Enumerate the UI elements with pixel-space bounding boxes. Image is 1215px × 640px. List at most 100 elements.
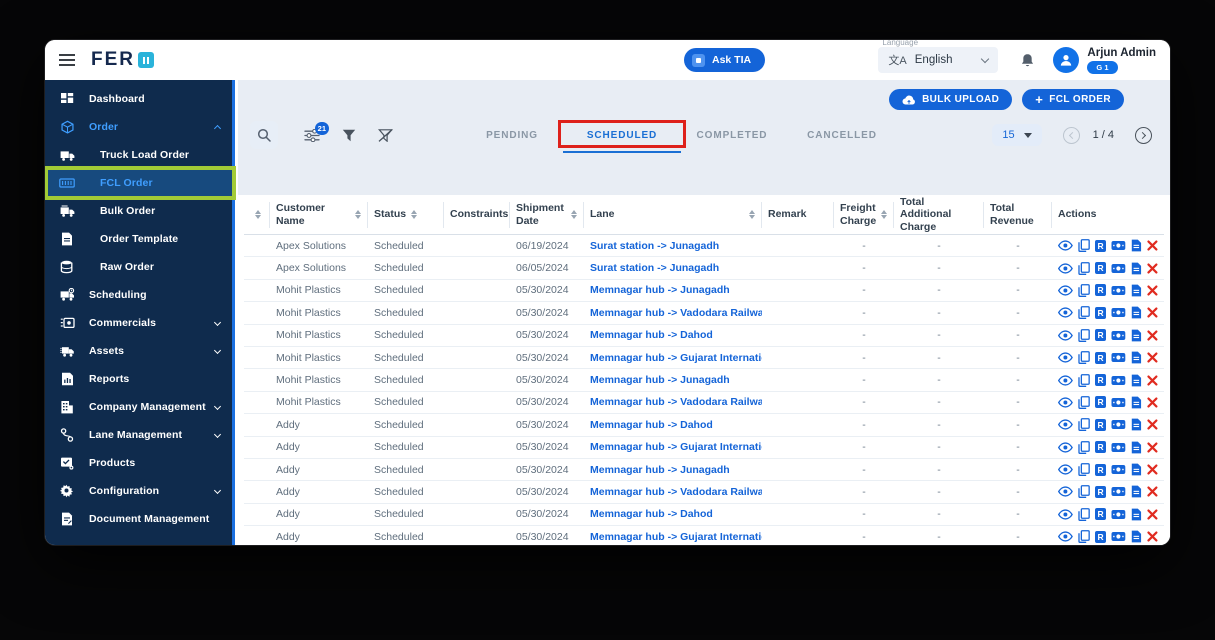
copy-icon[interactable] [1078, 306, 1090, 320]
sidebar-item-lane-management[interactable]: Lane Management [45, 421, 232, 449]
delete-x-icon[interactable] [1147, 240, 1158, 251]
header-constraints[interactable]: Constraints [444, 201, 510, 228]
delete-x-icon[interactable] [1147, 352, 1158, 363]
header-remark[interactable]: Remark [762, 201, 834, 228]
view-icon[interactable] [1058, 352, 1073, 363]
delete-x-icon[interactable] [1147, 263, 1158, 274]
header-total-revenue[interactable]: Total Revenue [984, 201, 1052, 228]
sidebar-item-assets[interactable]: Assets [45, 337, 232, 365]
sidebar-item-company-management[interactable]: Company Management [45, 393, 232, 421]
lane-link[interactable]: Memnagar hub -> Dahod [590, 329, 713, 342]
table-row[interactable]: Mohit Plastics Scheduled 05/30/2024 Memn… [244, 325, 1164, 347]
bulk-upload-button[interactable]: BULK UPLOAD [889, 89, 1013, 110]
copy-icon[interactable] [1078, 396, 1090, 409]
rupee-badge-icon[interactable]: R [1094, 396, 1107, 409]
table-row[interactable]: Mohit Plastics Scheduled 05/30/2024 Memn… [244, 369, 1164, 392]
header-select-sort[interactable] [244, 201, 270, 228]
hamburger-menu-icon[interactable] [59, 54, 75, 66]
table-row[interactable]: Addy Scheduled 05/30/2024 Memnagar hub -… [244, 526, 1164, 545]
view-icon[interactable] [1058, 262, 1073, 274]
next-page-button[interactable] [1135, 126, 1152, 144]
table-row[interactable]: Mohit Plastics Scheduled 05/30/2024 Memn… [244, 392, 1164, 415]
table-row[interactable]: Apex Solutions Scheduled 06/19/2024 Sura… [244, 235, 1164, 258]
view-icon[interactable] [1058, 330, 1073, 341]
payment-icon[interactable] [1111, 307, 1126, 318]
lane-link[interactable]: Memnagar hub -> Vadodara Railway ... [590, 396, 762, 409]
view-icon[interactable] [1058, 464, 1073, 475]
lane-link[interactable]: Memnagar hub -> Dahod [590, 418, 713, 431]
delete-x-icon[interactable] [1147, 307, 1158, 318]
tab-scheduled[interactable]: SCHEDULED [558, 117, 686, 153]
delete-x-icon[interactable] [1147, 486, 1158, 498]
lane-link[interactable]: Memnagar hub -> Junagadh [590, 463, 730, 476]
lane-link[interactable]: Memnagar hub -> Gujarat Internatio... [590, 351, 762, 364]
view-icon[interactable] [1058, 240, 1073, 251]
document-icon[interactable] [1131, 396, 1142, 409]
copy-icon[interactable] [1078, 508, 1090, 521]
rupee-badge-icon[interactable]: R [1094, 262, 1107, 275]
delete-x-icon[interactable] [1147, 442, 1158, 453]
lane-link[interactable]: Memnagar hub -> Junagadh [590, 374, 730, 387]
delete-x-icon[interactable] [1147, 330, 1158, 341]
tab-completed[interactable]: COMPLETED [677, 117, 787, 153]
rupee-badge-icon[interactable]: R [1094, 284, 1107, 297]
rupee-badge-icon[interactable]: R [1094, 418, 1107, 431]
tab-pending[interactable]: PENDING [457, 117, 567, 153]
rupee-badge-icon[interactable]: R [1094, 485, 1107, 498]
table-row[interactable]: Addy Scheduled 05/30/2024 Memnagar hub -… [244, 481, 1164, 504]
payment-icon[interactable] [1111, 397, 1126, 408]
view-icon[interactable] [1058, 509, 1073, 520]
header-lane[interactable]: Lane [584, 201, 762, 228]
copy-icon[interactable] [1078, 284, 1090, 297]
document-icon[interactable] [1131, 441, 1142, 454]
header-total-additional-charge[interactable]: Total Additional Charge [894, 196, 984, 233]
prev-page-button[interactable] [1062, 126, 1080, 144]
sidebar-item-reports[interactable]: Reports [45, 365, 232, 393]
user-group-badge[interactable]: G 1 [1087, 60, 1118, 74]
sidebar-item-document-management[interactable]: Document Management [45, 505, 232, 533]
copy-icon[interactable] [1078, 485, 1090, 499]
delete-x-icon[interactable] [1147, 397, 1158, 408]
document-icon[interactable] [1131, 374, 1142, 387]
view-icon[interactable] [1058, 285, 1073, 296]
copy-icon[interactable] [1078, 328, 1090, 342]
filter-button[interactable] [342, 129, 356, 142]
payment-icon[interactable] [1111, 240, 1126, 251]
delete-x-icon[interactable] [1147, 285, 1158, 296]
rupee-badge-icon[interactable]: R [1094, 329, 1107, 342]
sidebar-item-bulk-order[interactable]: Bulk Order [45, 197, 232, 225]
sidebar-item-commercials[interactable]: Commercials [45, 309, 232, 337]
payment-icon[interactable] [1111, 285, 1126, 296]
copy-icon[interactable] [1078, 239, 1090, 253]
table-row[interactable]: Addy Scheduled 05/30/2024 Memnagar hub -… [244, 414, 1164, 437]
document-icon[interactable] [1131, 418, 1142, 431]
view-icon[interactable] [1058, 442, 1073, 453]
table-row[interactable]: Mohit Plastics Scheduled 05/30/2024 Memn… [244, 347, 1164, 370]
view-icon[interactable] [1058, 307, 1073, 318]
copy-icon[interactable] [1078, 261, 1090, 275]
view-icon[interactable] [1058, 374, 1073, 386]
sidebar-item-order[interactable]: Order [45, 113, 232, 141]
tab-cancelled[interactable]: CANCELLED [787, 117, 897, 153]
advanced-filter-button[interactable]: 21 [304, 121, 329, 142]
table-row[interactable]: Addy Scheduled 05/30/2024 Memnagar hub -… [244, 459, 1164, 482]
rupee-badge-icon[interactable]: R [1094, 530, 1107, 543]
lane-link[interactable]: Surat station -> Junagadh [590, 262, 720, 275]
lane-link[interactable]: Surat station -> Junagadh [590, 239, 720, 252]
table-row[interactable]: Addy Scheduled 05/30/2024 Memnagar hub -… [244, 437, 1164, 459]
table-row[interactable]: Mohit Plastics Scheduled 05/30/2024 Memn… [244, 280, 1164, 303]
sidebar-item-raw-order[interactable]: Raw Order [45, 253, 232, 281]
sidebar-item-order-template[interactable]: Order Template [45, 225, 232, 253]
table-row[interactable]: Apex Solutions Scheduled 06/05/2024 Sura… [244, 257, 1164, 280]
sidebar-item-fcl-order[interactable]: FCL Order [45, 166, 236, 200]
payment-icon[interactable] [1111, 352, 1126, 363]
clear-filter-button[interactable] [378, 128, 393, 142]
lane-link[interactable]: Memnagar hub -> Junagadh [590, 284, 730, 297]
document-icon[interactable] [1131, 329, 1142, 342]
payment-icon[interactable] [1111, 509, 1126, 520]
payment-icon[interactable] [1111, 375, 1126, 386]
document-icon[interactable] [1131, 530, 1142, 543]
lane-link[interactable]: Memnagar hub -> Dahod [590, 508, 713, 521]
payment-icon[interactable] [1111, 442, 1126, 453]
rupee-badge-icon[interactable]: R [1094, 239, 1107, 252]
